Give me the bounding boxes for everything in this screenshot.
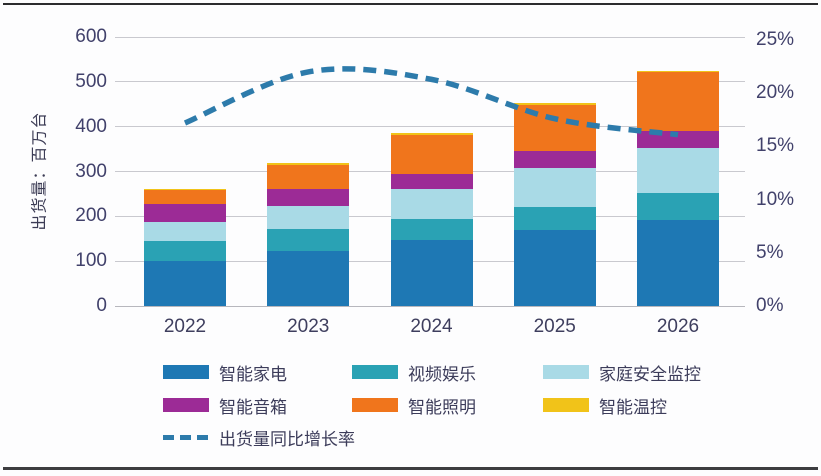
bar-segment-2024-智能家电 [390,240,473,306]
legend-label-智能温控: 智能温控 [599,397,667,417]
bar-segment-2025-智能温控 [513,103,596,106]
legend-label-智能音箱: 智能音箱 [219,397,287,417]
bar-segment-2026-智能音箱 [637,130,719,149]
legend-label-家庭安全监控: 家庭安全监控 [599,364,701,384]
bar-segment-2023-智能音箱 [267,189,350,206]
legend-item-智能温控: 智能温控 [543,396,667,417]
left-axis-tick-100: 100 [75,250,107,272]
bar-segment-2024-智能温控 [390,133,473,136]
x-axis-label-2024: 2024 [410,316,453,337]
bar-segment-2024-视频娱乐 [390,218,473,241]
bar-segment-2025-智能照明 [513,105,596,152]
right-axis-tick-20%: 20% [756,82,795,104]
bar-segment-2023-智能照明 [267,164,350,190]
bar-segment-2022-智能照明 [144,189,226,204]
legend-swatch-视频娱乐 [352,365,398,379]
bar-segment-2026-智能家电 [637,219,719,306]
legend-label-智能照明: 智能照明 [408,397,476,417]
left-axis-tick-300: 300 [75,160,107,182]
bar-segment-2022-家庭安全监控 [144,221,226,241]
x-axis-label-2022: 2022 [163,316,207,337]
right-axis-tick-5%: 5% [756,241,784,263]
x-axis-label-2026: 2026 [656,316,700,337]
left-axis-tick-200: 200 [75,205,107,227]
right-axis-tick-25%: 25% [756,29,795,50]
legend-swatch-智能家电 [163,365,209,379]
bottom-rule-divider [3,467,818,470]
right-axis-tick-15%: 15% [756,135,795,157]
legend-item-出货量同比增长率: 出货量同比增长率 [163,428,355,449]
left-axis-tick-500: 500 [75,70,107,92]
bar-segment-2023-智能家电 [267,251,350,306]
legend-label-出货量同比增长率: 出货量同比增长率 [219,429,355,449]
bar-segment-2024-智能音箱 [390,173,473,189]
left-axis-tick-600: 600 [75,26,107,47]
bar-segment-2026-家庭安全监控 [637,148,719,193]
bar-segment-2025-家庭安全监控 [513,167,596,208]
bar-segment-2025-智能家电 [513,229,596,306]
legend-item-智能音箱: 智能音箱 [163,396,287,417]
legend-label-智能家电: 智能家电 [219,364,287,384]
right-axis-tick-0%: 0% [756,295,784,316]
bar-segment-2022-智能家电 [144,261,226,306]
bar-segment-2024-家庭安全监控 [390,188,473,219]
bar-segment-2022-智能音箱 [144,203,226,222]
bar-segment-2023-家庭安全监控 [267,206,350,230]
bar-segment-2026-智能温控 [637,70,719,73]
bar-segment-2024-智能照明 [390,135,473,174]
right-axis-tick-10%: 10% [756,188,795,210]
legend-label-视频娱乐: 视频娱乐 [408,364,476,384]
legend-dashed-line-swatch [163,434,209,440]
bar-segment-2023-智能温控 [267,163,350,165]
bar-segment-2026-视频娱乐 [637,193,719,220]
bar-segment-2022-视频娱乐 [144,240,226,262]
bar-segment-2022-智能温控 [144,188,226,190]
x-axis-label-2025: 2025 [533,316,576,337]
grid-line-600 [115,36,745,38]
legend-item-家庭安全监控: 家庭安全监控 [543,363,701,384]
legend-item-智能家电: 智能家电 [163,363,287,384]
grid-line-0 [115,305,745,307]
legend-item-视频娱乐: 视频娱乐 [352,363,476,384]
left-axis-tick-400: 400 [75,115,107,137]
left-axis-title: 出货量：百万台 [31,111,49,231]
bar-segment-2026-智能照明 [637,72,719,131]
x-axis-label-2023: 2023 [287,316,330,337]
legend-swatch-智能照明 [352,398,398,412]
legend-swatch-智能音箱 [163,398,209,412]
bar-segment-2025-智能音箱 [513,151,596,168]
bar-segment-2025-视频娱乐 [513,207,596,230]
legend-item-智能照明: 智能照明 [352,396,476,417]
bar-segment-2023-视频娱乐 [267,229,350,252]
top-rule-divider [3,3,818,5]
legend-swatch-智能温控 [543,398,589,412]
growth-rate-dashed-line [183,66,679,138]
left-axis-tick-0: 0 [96,295,107,316]
legend-swatch-家庭安全监控 [543,365,589,379]
